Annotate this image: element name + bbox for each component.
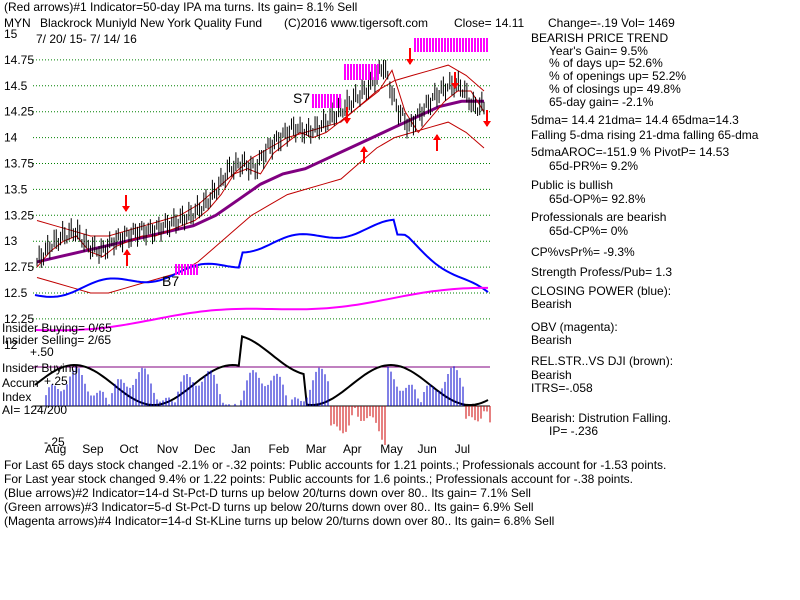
down-arrow — [406, 48, 414, 65]
bottom-line-3: (Blue arrows)#2 Indicator=14-d St-Pct-D … — [4, 486, 531, 500]
y-tick-label: 13 — [4, 234, 18, 248]
falling-line: Falling 5-dma rising 21-dma falling 65-d… — [531, 128, 759, 142]
days-up: % of days up= 52.6% — [549, 56, 663, 70]
y-tick-label: 12.5 — [4, 286, 28, 300]
minus-25-label: -.25 — [44, 435, 65, 449]
y-tick-label: 13.75 — [4, 157, 34, 171]
y-tick-label: 13.25 — [4, 208, 34, 222]
strength: Strength Profess/Pub= 1.3 — [531, 265, 673, 279]
y-tick-label: 15 — [4, 27, 18, 41]
y-tick-label: 14.25 — [4, 105, 34, 119]
month-label: Apr — [343, 442, 362, 456]
month-label: Feb — [269, 442, 290, 456]
ip: IP= -.236 — [549, 424, 599, 438]
grid-lines — [33, 59, 490, 407]
month-label: Nov — [157, 442, 178, 456]
pros-bearish: Professionals are bearish — [531, 210, 667, 224]
ma65-line — [36, 99, 484, 264]
y-tick-label: 12.25 — [4, 312, 34, 326]
indicator-lines — [34, 218, 489, 407]
header-close: Close= 14.11 — [454, 16, 525, 30]
obv-val: Bearish — [531, 333, 572, 347]
trend-title: BEARISH PRICE TREND — [531, 31, 669, 45]
years-gain: Year's Gain= 9.5% — [549, 44, 648, 58]
ma21-line — [36, 69, 485, 268]
annotation-b7: B7 — [162, 273, 179, 289]
obv-line — [34, 286, 488, 332]
signal-arrows — [122, 38, 491, 275]
accum-label: Accum — [2, 376, 39, 390]
dma-line: 5dma= 14.4 21dma= 14.4 65dma=14.3 — [531, 113, 739, 127]
itrs: ITRS=-.058 — [531, 381, 593, 395]
month-label: Jun — [418, 442, 437, 456]
relstr-val: Bearish — [531, 368, 572, 382]
upper-band — [36, 64, 485, 237]
y-axis-ticks: 15 14.75 14.5 14.25 14 13.75 13.5 13.25 13 12.75 1… — [4, 27, 34, 352]
month-labels: Aug Sep Oct Nov Dec Jan Feb Mar Apr May Jun Jul — [45, 442, 470, 456]
header-change: Change=-.19 Vol= 1469 — [548, 16, 675, 30]
public-bullish: Public is bullish — [531, 178, 614, 192]
down-arrow — [122, 195, 130, 212]
month-label: Sep — [82, 442, 104, 456]
y-tick-label: 12 — [4, 338, 18, 352]
y-tick-label: 14.75 — [4, 53, 34, 67]
header-symbol: MYN — [4, 16, 31, 30]
month-label: Oct — [120, 442, 139, 456]
lower-band — [36, 121, 485, 294]
bottom-line-4: (Green arrows)#3 Indicator=5-d St-Pct-D … — [4, 500, 534, 514]
down-arrow — [451, 72, 459, 89]
month-label: Jul — [455, 442, 470, 456]
insider-buying-2: Insider Buying — [2, 361, 79, 375]
relstr: REL.STR..VS DJI (brown): — [531, 354, 674, 368]
op-line: 65d-OP%= 92.8% — [549, 192, 646, 206]
accum-black-line — [34, 335, 489, 407]
month-label: Aug — [45, 442, 66, 456]
obv: OBV (magenta): — [531, 320, 618, 334]
month-label: Dec — [194, 442, 215, 456]
closing-power-val: Bearish — [531, 297, 572, 311]
y-tick-label: 12.75 — [4, 260, 34, 274]
openings-up: % of openings up= 52.2% — [549, 69, 687, 83]
y-tick-label: 14 — [4, 131, 18, 145]
day65-gain: 65-day gain= -2.1% — [549, 95, 654, 109]
index-label: Index — [2, 390, 32, 404]
pr-line: 65d-PR%= 9.2% — [549, 159, 639, 173]
closings-up: % of closings up= 49.8% — [549, 82, 681, 96]
aroc-line: 5dmaAROC=-151.9 % PivotP= 14.53 — [531, 145, 730, 159]
header-line1: (Red arrows)#1 Indicator=50-day IPA ma t… — [4, 0, 358, 14]
month-label: May — [380, 442, 403, 456]
bottom-line-1: For Last 65 days stock changed -2.1% or … — [4, 458, 667, 472]
bottom-line-5: (Magenta arrows)#4 Indicator=14-d St-KLi… — [4, 514, 555, 528]
price-bars — [36, 59, 485, 268]
accumulation-index — [45, 366, 491, 446]
date-range: 7/ 20/ 15- 7/ 14/ 16 — [36, 32, 137, 46]
up-arrow — [360, 146, 368, 163]
down-arrow — [343, 107, 351, 124]
ai-label: AI= 124/200 — [2, 403, 68, 417]
trading-bands — [36, 64, 485, 294]
month-label: Mar — [306, 442, 327, 456]
header-fund: Blackrock Muniyld New York Quality Fund — [40, 16, 263, 30]
header-copyright: (C)2016 www.tigersoft.com — [284, 16, 429, 30]
month-label: Jan — [231, 442, 250, 456]
cp-line: 65d-CP%= 0% — [549, 224, 629, 238]
annotation-s7: S7 — [293, 90, 310, 106]
closing-power-line — [34, 218, 489, 298]
closing-power: CLOSING POWER (blue): — [531, 284, 672, 298]
y-tick-label: 14.5 — [4, 79, 28, 93]
up-arrow — [433, 134, 441, 151]
up-arrow — [123, 249, 131, 266]
distribution: Bearish: Distrution Falling. — [531, 411, 672, 425]
y-tick-label: 13.5 — [4, 182, 28, 196]
bottom-line-2: For Last year stock changed 9.4% or 1.22… — [4, 472, 634, 486]
cpvspr: CP%vsPr%= -9.3% — [531, 245, 635, 259]
plus-25-label: +.25 — [44, 374, 68, 388]
insider-selling: Insider Selling= 2/65 — [2, 333, 112, 347]
plus-50-label: +.50 — [30, 345, 54, 359]
down-arrow — [483, 110, 491, 127]
insider-buying: Insider Buying= 0/65 — [2, 321, 112, 335]
